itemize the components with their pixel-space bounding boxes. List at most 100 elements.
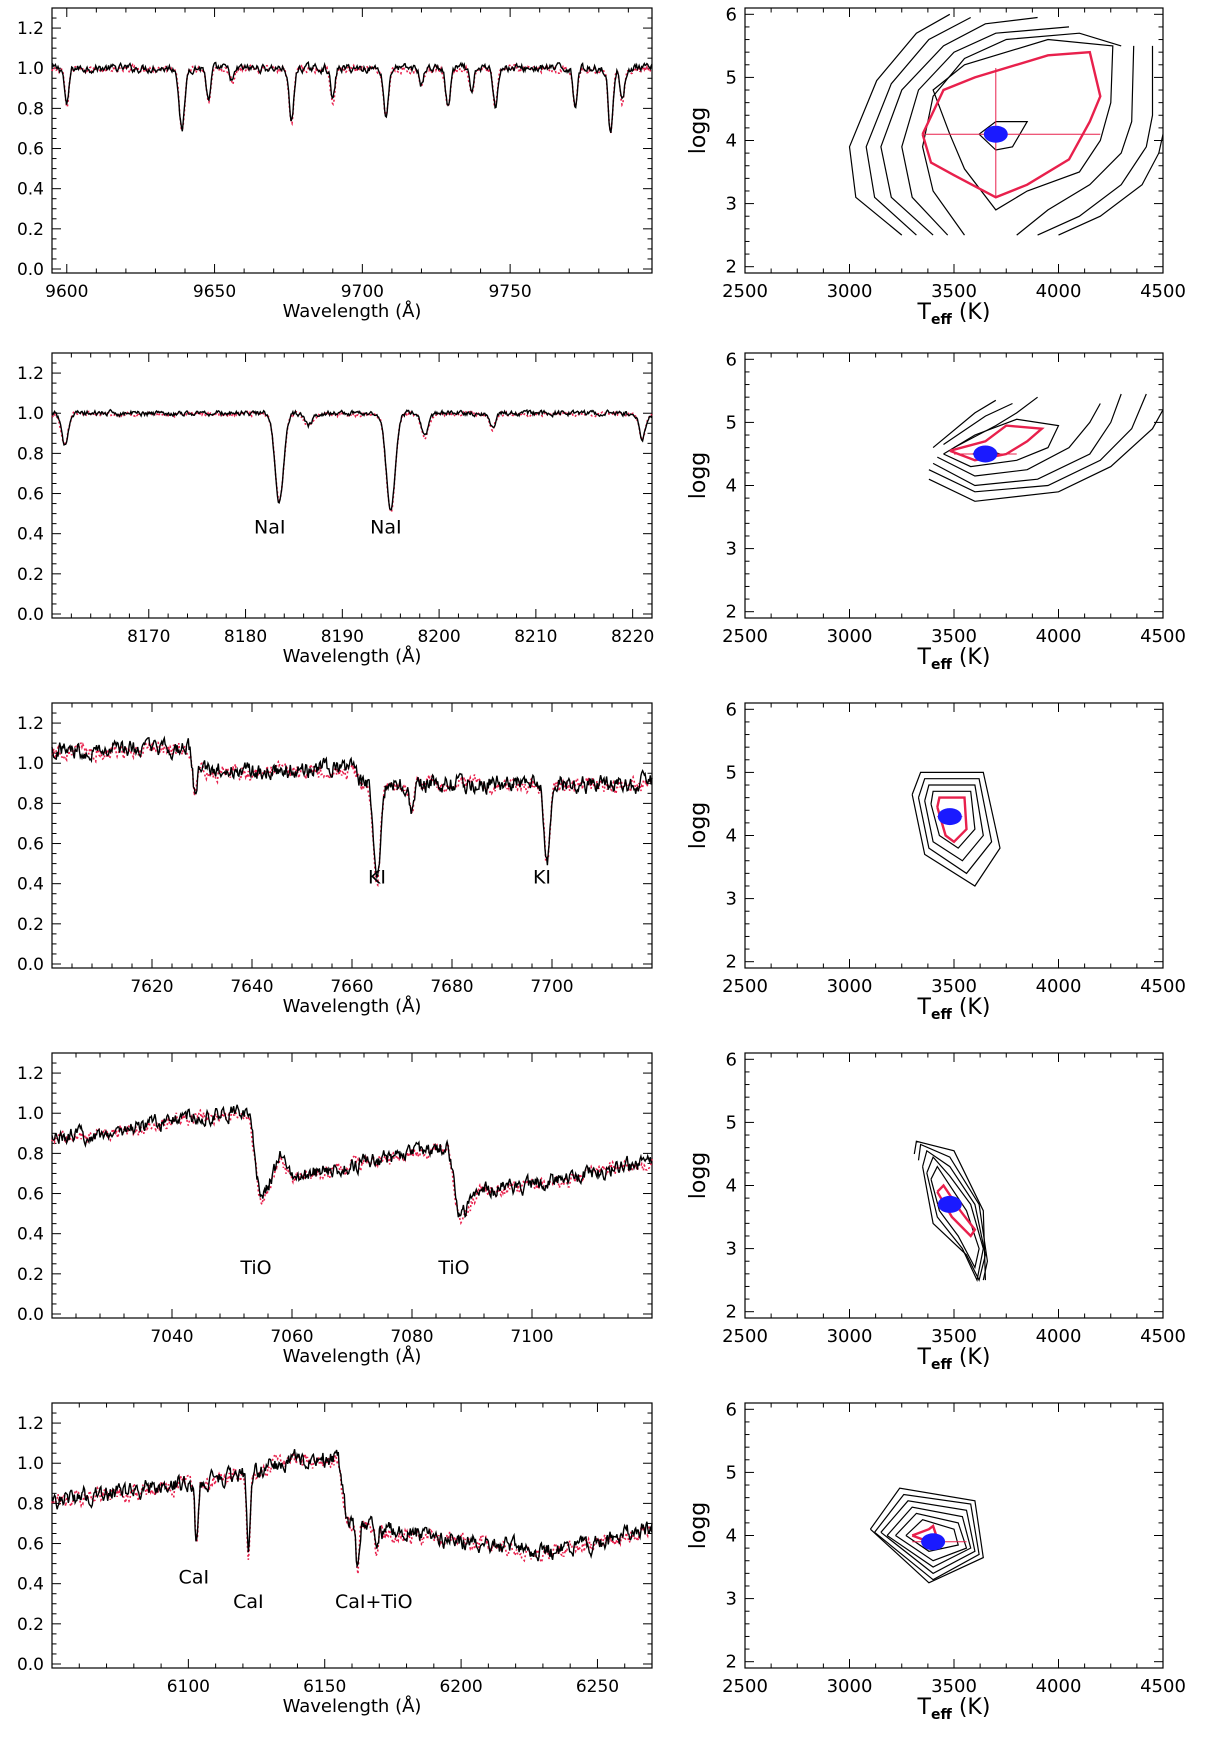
- x-tick-label: 4000: [1036, 626, 1082, 647]
- x-tick-label: 9600: [45, 282, 88, 302]
- y-tick-label: 0.2: [17, 1265, 44, 1285]
- contour-line: [932, 399, 997, 449]
- observed-spectrum-line: [51, 735, 653, 880]
- x-tick-label: 8180: [224, 627, 267, 647]
- x-tick-label: 3500: [931, 1676, 977, 1697]
- contour-line: [1016, 45, 1135, 236]
- x-axis-label: Teff (K): [917, 995, 991, 1023]
- y-tick-label: 2: [726, 1652, 737, 1673]
- x-tick-label: 7620: [130, 977, 173, 997]
- x-tick-label: 4500: [1140, 626, 1186, 647]
- line-annotation: CaI: [179, 1567, 210, 1589]
- x-tick-label: 8220: [611, 627, 654, 647]
- y-tick-label: 5: [726, 67, 737, 88]
- y-tick-label: 0.8: [17, 444, 44, 464]
- contour-group: [911, 771, 1001, 887]
- spectrum-panel: 8170 8180 8190 8200 8210 8220 0.0 0.2 0.4 0.6 0.8 1…: [17, 352, 654, 667]
- line-annotation: CaI: [233, 1591, 264, 1613]
- x-axis-label: Teff (K): [917, 300, 991, 328]
- y-tick-label: 1.2: [17, 714, 44, 734]
- y-tick-label: 1.0: [17, 1104, 44, 1124]
- panels: 9600 9650 9700 9750 0.0 0.2 0.4 0.6 0.8 1.0 1.2 Wav…: [17, 4, 1186, 1723]
- y-tick-label: 6: [726, 349, 737, 370]
- y-tick-label: 1.2: [17, 1414, 44, 1434]
- y-tick-label: 0.2: [17, 220, 44, 240]
- contour-line: [880, 16, 1038, 236]
- y-tick-label: 6: [726, 699, 737, 720]
- contour-line: [932, 38, 1114, 211]
- y-tick-label: 2: [726, 1302, 737, 1323]
- x-tick-label: 8170: [127, 627, 170, 647]
- grid-panel: 2500 3000 3500 4000 4500 2 3 4 5 6 Teff (K) logg: [686, 699, 1186, 1023]
- x-tick-label: 8200: [417, 627, 460, 647]
- grid-panel: 2500 3000 3500 4000 4500 2 3 4 5 6 Teff (K) logg: [686, 1399, 1186, 1723]
- contour-line: [913, 1140, 986, 1281]
- plot-frame: [744, 1052, 1164, 1319]
- y-tick-label: 0.2: [17, 1615, 44, 1635]
- x-tick-label: 4000: [1036, 281, 1082, 302]
- line-annotation: NaI: [254, 517, 285, 539]
- contour-line: [874, 1493, 980, 1581]
- y-tick-label: 2: [726, 602, 737, 623]
- model-spectrum-line: [51, 63, 653, 134]
- line-annotation: CaI+TiO: [335, 1591, 413, 1613]
- contour-line: [921, 32, 1122, 236]
- x-axis-label: Wavelength (Å): [283, 300, 422, 322]
- x-axis-label: Teff (K): [917, 1695, 991, 1723]
- plot-frame: [51, 1402, 653, 1669]
- contour-line: [901, 26, 1070, 236]
- x-tick-label: 7060: [270, 1327, 313, 1347]
- contour-line: [895, 1512, 968, 1562]
- x-tick-label: 4000: [1036, 976, 1082, 997]
- confidence-contour: [936, 796, 968, 844]
- x-tick-label: 6100: [167, 1677, 210, 1697]
- plot-frame: [51, 352, 653, 619]
- y-tick-label: 3: [726, 889, 737, 910]
- x-tick-label: 4500: [1140, 1326, 1186, 1347]
- line-annotation: TiO: [437, 1257, 469, 1279]
- y-tick-label: 0.4: [17, 875, 44, 895]
- plot-frame: [51, 7, 653, 274]
- x-tick-label: 3000: [827, 281, 873, 302]
- y-tick-label: 0.0: [17, 260, 44, 280]
- x-tick-label: 8190: [321, 627, 364, 647]
- y-tick-label: 0.4: [17, 180, 44, 200]
- x-tick-label: 7080: [390, 1327, 433, 1347]
- contour-line: [937, 403, 1101, 477]
- grid-panel: 2500 3000 3500 4000 4500 2 3 4 5 6 Teff (K) logg: [686, 1049, 1186, 1373]
- contour-line: [880, 1500, 976, 1575]
- x-tick-label: 4500: [1140, 281, 1186, 302]
- y-tick-label: 6: [726, 1399, 737, 1420]
- contour-line: [905, 1519, 959, 1552]
- line-annotation: KI: [533, 867, 551, 889]
- y-tick-label: 3: [726, 1239, 737, 1260]
- model-spectrum-line: [51, 1108, 653, 1226]
- y-tick-label: 0.0: [17, 605, 44, 625]
- line-annotation: NaI: [370, 517, 401, 539]
- y-tick-label: 4: [726, 476, 737, 497]
- plot-frame: [51, 702, 653, 969]
- y-tick-label: 0.0: [17, 1305, 44, 1325]
- confidence-contour: [921, 50, 1102, 199]
- best-fit-marker: [937, 808, 962, 826]
- x-axis-label: Wavelength (Å): [283, 1345, 422, 1367]
- y-tick-label: 1.2: [17, 364, 44, 384]
- y-axis-label: logg: [686, 802, 711, 850]
- contour-line: [928, 393, 1147, 493]
- x-tick-label: 4500: [1140, 976, 1186, 997]
- observed-spectrum-line: [51, 61, 653, 134]
- contour-line: [926, 1155, 984, 1283]
- x-tick-label: 7100: [510, 1327, 553, 1347]
- x-tick-label: 4000: [1036, 1676, 1082, 1697]
- x-tick-label: 7640: [230, 977, 273, 997]
- x-tick-label: 7700: [530, 977, 573, 997]
- x-tick-label: 3500: [931, 626, 977, 647]
- contour-line: [930, 790, 976, 849]
- x-tick-label: 3000: [827, 976, 873, 997]
- y-tick-label: 4: [726, 1526, 737, 1547]
- x-tick-label: 2500: [722, 626, 768, 647]
- y-tick-label: 0.4: [17, 525, 44, 545]
- contour-line: [943, 418, 1060, 468]
- y-axis-label: logg: [686, 1502, 711, 1550]
- x-tick-label: 7040: [150, 1327, 193, 1347]
